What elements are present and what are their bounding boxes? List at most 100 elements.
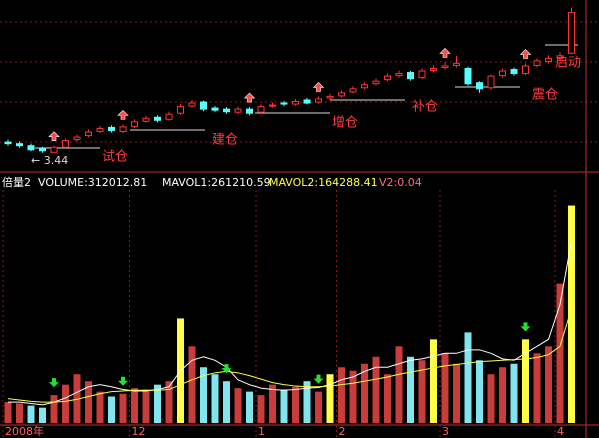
signal-arrow xyxy=(312,82,325,92)
candle-body xyxy=(108,126,115,131)
volume-bar xyxy=(315,391,322,423)
candle-body xyxy=(395,73,403,77)
candle-body xyxy=(50,146,58,153)
x-tick-label: 4 xyxy=(557,425,564,438)
low-label: ← 3.44 xyxy=(31,154,68,167)
volume-bar xyxy=(303,381,311,423)
candle-body xyxy=(441,65,449,68)
candle-body xyxy=(338,92,345,97)
x-tick-label: 2 xyxy=(339,425,346,438)
volume-bar xyxy=(257,395,265,423)
volume-bar xyxy=(522,339,529,423)
volume-bar xyxy=(464,332,472,423)
candle-body xyxy=(568,12,575,54)
candle-body xyxy=(96,127,104,132)
candle-body xyxy=(131,121,138,127)
candle-body xyxy=(326,95,334,99)
volume-bar xyxy=(384,374,391,423)
volume-bar xyxy=(476,360,483,423)
volume-bar xyxy=(27,405,35,423)
candle-body xyxy=(545,57,552,62)
candle-body xyxy=(487,75,495,89)
signal-arrow xyxy=(243,92,256,103)
x-tick-label: 3 xyxy=(442,425,449,438)
candle-body xyxy=(430,67,437,72)
candle-body xyxy=(269,104,276,107)
candle-body xyxy=(303,99,311,104)
volume-bar xyxy=(533,353,541,423)
candle-body xyxy=(4,141,12,145)
ma-line xyxy=(7,308,572,403)
volume-bar xyxy=(246,391,253,423)
annotation: 建仓 xyxy=(212,133,238,148)
volume-bar xyxy=(62,384,69,423)
volume-bar xyxy=(430,339,437,423)
volume-bar xyxy=(395,346,403,423)
volume-bar xyxy=(50,395,58,423)
volume-bar xyxy=(234,388,242,423)
volume-bar xyxy=(441,353,449,423)
candle-body xyxy=(315,98,322,103)
candle-body xyxy=(384,75,391,81)
candle-body xyxy=(407,72,414,80)
volume-bar xyxy=(119,393,127,423)
candle-body xyxy=(418,70,426,79)
candle-body xyxy=(556,55,564,59)
volume-bar xyxy=(487,374,495,423)
volume-bar xyxy=(200,367,207,423)
volume-bar xyxy=(269,384,276,423)
candle-body xyxy=(349,88,357,93)
annotation: 震仓 xyxy=(532,88,558,103)
volume-bar xyxy=(223,381,230,423)
volume-bar xyxy=(188,346,196,423)
candle-body xyxy=(165,113,173,120)
signal-arrow xyxy=(48,131,60,141)
volume-bar xyxy=(96,391,104,423)
candle-body xyxy=(292,101,299,105)
volume-bar xyxy=(372,356,380,423)
signal-arrow xyxy=(49,378,59,388)
volume-bar xyxy=(108,396,115,423)
candle-body xyxy=(223,108,230,113)
candle-body xyxy=(453,62,460,66)
header-text: MAVOL1:261210.59 xyxy=(162,176,271,189)
volume-bar xyxy=(418,360,426,423)
signal-arrow xyxy=(519,48,532,59)
candle-body xyxy=(372,80,380,85)
volume-bar xyxy=(326,374,334,423)
candle-body xyxy=(177,106,184,114)
header-text: 倍量2 xyxy=(2,175,31,189)
candle-body xyxy=(142,117,150,122)
volume-bar xyxy=(545,346,552,423)
candle-body xyxy=(39,148,46,152)
signal-arrow xyxy=(520,322,531,332)
volume-bar xyxy=(4,402,12,423)
candle-body xyxy=(200,101,207,110)
candle-body xyxy=(533,60,541,66)
volume-bar xyxy=(510,363,518,423)
candle-body xyxy=(522,65,529,75)
volume-bar xyxy=(292,386,299,423)
volume-bar xyxy=(154,384,161,423)
volume-bar xyxy=(131,388,138,423)
candle-body xyxy=(16,143,23,147)
volume-bar xyxy=(211,374,219,423)
volume-bar xyxy=(73,374,81,423)
volume-bar xyxy=(556,283,564,423)
candle-body xyxy=(27,145,35,151)
x-tick-label: 12 xyxy=(132,425,146,438)
candle-body xyxy=(62,140,69,148)
candle-body xyxy=(73,136,81,141)
candle-body xyxy=(85,131,92,137)
volume-bar xyxy=(338,367,345,423)
volume-bar xyxy=(142,389,150,423)
signal-arrow xyxy=(313,374,324,384)
candle-body xyxy=(499,70,506,77)
header-text: VOLUME:312012.81 xyxy=(38,176,147,189)
candle-body xyxy=(188,102,196,107)
candle-body xyxy=(119,126,127,132)
candle-body xyxy=(211,107,219,111)
volume-bar xyxy=(361,363,368,423)
